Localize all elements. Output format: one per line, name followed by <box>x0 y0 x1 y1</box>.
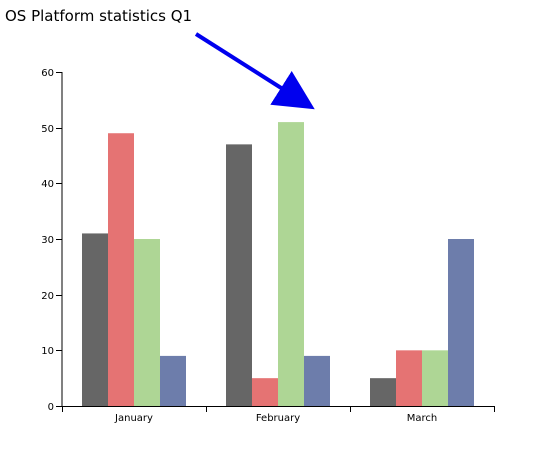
y-tick-label: 50 <box>41 124 54 135</box>
y-tick-label: 30 <box>41 235 54 246</box>
y-tick-label: 0 <box>48 402 54 413</box>
x-tick-label: March <box>407 413 437 424</box>
y-tick-label: 10 <box>41 346 54 357</box>
bar-january-series-4[interactable] <box>160 355 186 406</box>
bar-february-series-4[interactable] <box>304 355 330 406</box>
bar-january-series-3[interactable] <box>134 239 160 406</box>
bar-february-series-3[interactable] <box>278 122 304 406</box>
bar-march-series-2[interactable] <box>396 350 422 406</box>
x-tick-label: January <box>114 413 153 424</box>
bar-february-series-2[interactable] <box>252 378 278 406</box>
y-tick-label: 60 <box>41 68 54 79</box>
x-axis: January February March <box>62 406 495 424</box>
chart-title: OS Platform statistics Q1 <box>5 7 192 25</box>
bars-group <box>82 122 474 406</box>
bar-march-series-4[interactable] <box>448 239 474 406</box>
y-tick-label: 40 <box>41 179 54 190</box>
bar-january-series-1[interactable] <box>82 233 108 406</box>
bar-march-series-1[interactable] <box>370 378 396 406</box>
bar-january-series-2[interactable] <box>108 133 134 406</box>
y-tick-label: 20 <box>41 291 54 302</box>
bar-february-series-1[interactable] <box>226 144 252 406</box>
bar-march-series-3[interactable] <box>422 350 448 406</box>
title-annotation-arrow <box>194 32 315 110</box>
y-axis: 0 10 20 30 40 50 60 <box>41 68 63 413</box>
x-tick-label: February <box>256 413 300 424</box>
